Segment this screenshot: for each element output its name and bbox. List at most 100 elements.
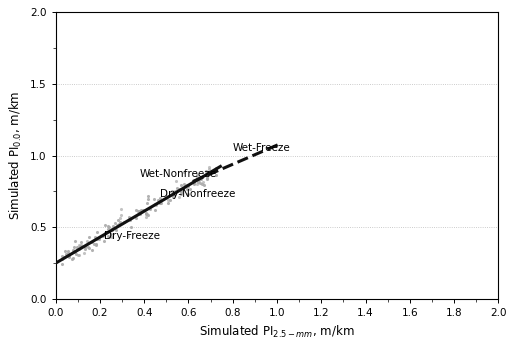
Point <box>105 235 113 240</box>
Point <box>85 235 93 240</box>
Point <box>117 206 125 212</box>
Point <box>189 179 197 184</box>
Point <box>136 211 145 217</box>
Point <box>68 256 77 262</box>
Point <box>171 189 179 194</box>
Point <box>79 250 88 255</box>
Point <box>76 244 84 249</box>
Point <box>144 197 152 202</box>
Text: Dry-Nonfreeze: Dry-Nonfreeze <box>160 189 235 199</box>
Point <box>64 248 72 253</box>
Point <box>115 221 124 227</box>
Point <box>166 197 174 203</box>
Point <box>58 256 66 262</box>
Point <box>183 186 191 192</box>
Point <box>75 246 83 252</box>
Point <box>133 208 142 213</box>
Point <box>203 176 211 181</box>
Point <box>64 253 73 259</box>
Point <box>184 191 192 197</box>
Point <box>126 217 134 222</box>
Point <box>104 226 112 231</box>
Point <box>168 188 176 193</box>
Point <box>88 239 96 245</box>
Point <box>185 186 194 192</box>
Point <box>173 188 181 194</box>
Point <box>116 220 125 225</box>
Point <box>191 181 199 186</box>
Point <box>113 222 122 227</box>
Point <box>142 214 150 220</box>
Point <box>202 168 210 174</box>
Point <box>93 237 101 242</box>
Point <box>150 196 158 202</box>
Point <box>64 251 72 256</box>
Point <box>168 192 176 198</box>
Point <box>132 215 141 221</box>
Point <box>177 182 185 188</box>
Point <box>200 182 208 188</box>
Point <box>193 181 201 186</box>
Point <box>75 242 83 247</box>
Point <box>168 189 177 195</box>
Y-axis label: Simulated PI$_{0.0}$, m/km: Simulated PI$_{0.0}$, m/km <box>8 91 24 220</box>
Point <box>156 200 164 206</box>
Point <box>100 238 109 244</box>
Point <box>180 181 188 187</box>
Point <box>104 223 112 228</box>
Point <box>125 214 133 220</box>
Point <box>142 212 150 217</box>
Point <box>108 226 116 232</box>
Text: Wet-Nonfreeze: Wet-Nonfreeze <box>140 169 217 179</box>
Text: Wet-Freeze: Wet-Freeze <box>233 143 290 153</box>
Point <box>107 231 115 237</box>
Point <box>179 187 187 192</box>
Point <box>71 238 79 244</box>
Point <box>60 254 68 260</box>
Point <box>73 246 81 252</box>
Point <box>85 245 93 251</box>
Point <box>137 207 145 213</box>
Point <box>142 211 150 216</box>
Point <box>194 179 202 185</box>
Point <box>151 202 159 207</box>
Point <box>173 185 181 191</box>
Point <box>71 249 79 255</box>
Point <box>99 233 107 238</box>
Point <box>184 184 193 189</box>
Point <box>83 245 92 250</box>
Point <box>143 200 151 206</box>
Point <box>77 239 85 244</box>
Point <box>81 247 90 252</box>
Point <box>151 202 160 208</box>
Point <box>164 193 173 199</box>
Point <box>111 220 119 225</box>
Point <box>81 244 90 250</box>
Point <box>61 249 69 254</box>
Point <box>100 222 109 228</box>
Point <box>108 226 116 231</box>
Point <box>70 248 78 254</box>
Point <box>120 219 128 224</box>
Point <box>197 176 205 182</box>
Point <box>178 189 186 195</box>
Point <box>180 169 188 175</box>
Point <box>90 241 98 247</box>
Point <box>199 179 207 184</box>
Point <box>202 173 211 179</box>
Point <box>203 177 211 182</box>
Point <box>124 233 132 239</box>
Point <box>101 230 109 236</box>
Point <box>198 181 206 187</box>
Point <box>163 197 171 203</box>
Point <box>177 189 185 195</box>
Point <box>202 172 210 177</box>
X-axis label: Simulated PI$_{2.5-mm}$, m/km: Simulated PI$_{2.5-mm}$, m/km <box>199 324 355 340</box>
Point <box>175 194 183 199</box>
Point <box>168 190 177 196</box>
Point <box>114 222 122 227</box>
Point <box>193 175 201 181</box>
Point <box>169 194 177 199</box>
Point <box>106 224 114 229</box>
Point <box>73 245 81 250</box>
